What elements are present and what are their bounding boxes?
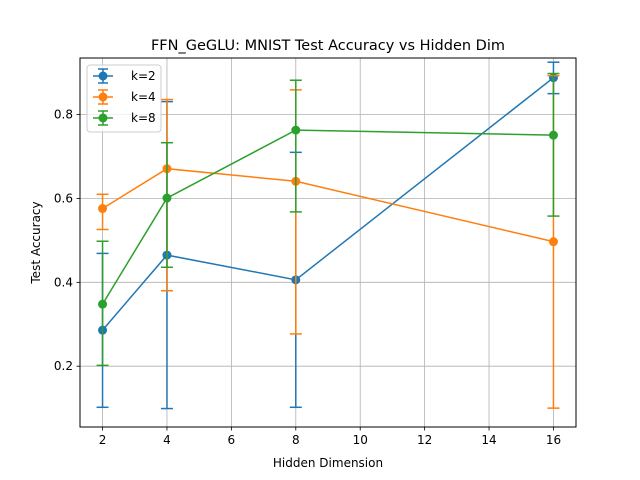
data-point bbox=[548, 130, 558, 140]
data-point bbox=[548, 237, 558, 247]
y-tick-label: 0.2 bbox=[54, 359, 73, 373]
data-point bbox=[98, 204, 108, 214]
x-axis-label: Hidden Dimension bbox=[273, 456, 383, 470]
legend-item: k=2 bbox=[93, 68, 156, 84]
y-tick-label: 0.8 bbox=[54, 108, 73, 122]
series-3 bbox=[96, 72, 560, 367]
plot-area bbox=[96, 61, 560, 410]
legend-label: k=2 bbox=[131, 69, 156, 83]
x-tick-label: 8 bbox=[292, 433, 300, 447]
data-point bbox=[291, 125, 301, 135]
y-tick-label: 0.6 bbox=[54, 191, 73, 205]
legend: k=2 k=4 k=8 bbox=[86, 64, 162, 133]
x-tick-label: 2 bbox=[99, 433, 107, 447]
axes-frame bbox=[79, 57, 577, 428]
ticks: 2 4 6 8 10 12 14 16 0.2 0.4 0.6 0.8 bbox=[54, 108, 561, 447]
data-point bbox=[162, 193, 172, 203]
x-tick-label: 10 bbox=[353, 433, 368, 447]
legend-marker bbox=[98, 113, 108, 123]
legend-item: k=8 bbox=[93, 110, 156, 126]
data-point bbox=[98, 299, 108, 309]
x-tick-label: 4 bbox=[163, 433, 171, 447]
x-tick-label: 12 bbox=[417, 433, 432, 447]
series-line bbox=[102, 167, 554, 243]
legend-marker bbox=[98, 92, 108, 102]
legend-item: k=4 bbox=[93, 89, 156, 105]
y-axis-label: Test Accuracy bbox=[29, 201, 43, 284]
series-line bbox=[101, 77, 554, 331]
x-tick-label: 6 bbox=[228, 433, 236, 447]
legend-label: k=4 bbox=[131, 90, 156, 104]
series-line bbox=[101, 129, 554, 305]
x-tick-label: 14 bbox=[481, 433, 496, 447]
y-tick-label: 0.4 bbox=[54, 275, 73, 289]
x-tick-label: 16 bbox=[546, 433, 561, 447]
legend-label: k=8 bbox=[131, 111, 156, 125]
legend-marker bbox=[98, 71, 108, 81]
chart-title: FFN_GeGLU: MNIST Test Accuracy vs Hidden… bbox=[151, 38, 505, 54]
